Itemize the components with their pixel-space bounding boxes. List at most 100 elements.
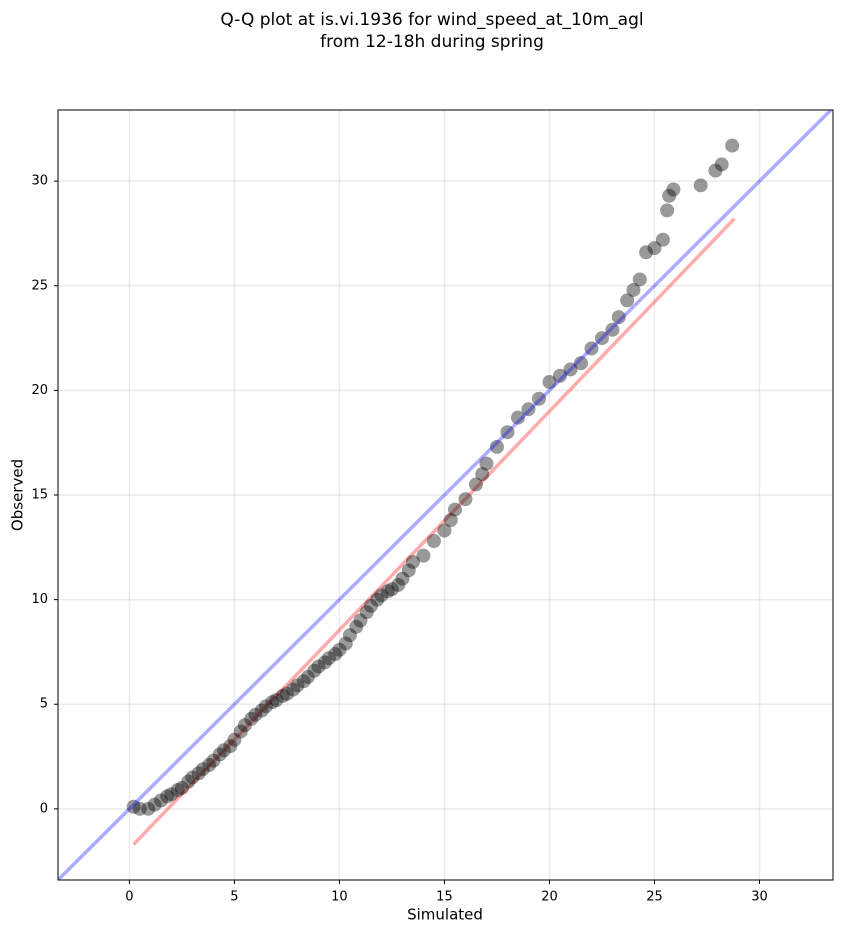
x-tick-label: 10: [331, 890, 348, 905]
point: [212, 747, 227, 762]
point: [626, 282, 641, 297]
point: [227, 732, 242, 747]
x-tick-label: 30: [751, 890, 768, 905]
point: [332, 642, 347, 657]
point: [542, 375, 557, 390]
point: [437, 523, 452, 538]
point: [479, 456, 494, 471]
y-tick-label: 15: [31, 488, 48, 503]
point: [693, 178, 708, 193]
y-axis-label: Observed: [9, 459, 27, 531]
x-tick-label: 20: [541, 890, 558, 905]
point: [311, 659, 326, 674]
point: [216, 743, 231, 758]
point: [290, 678, 305, 693]
y-tick-label: 10: [31, 592, 48, 607]
point: [349, 619, 364, 634]
point: [489, 439, 504, 454]
y-tick-label: 5: [40, 697, 48, 712]
point: [552, 368, 567, 383]
point: [380, 584, 395, 599]
point: [342, 628, 357, 643]
point: [359, 605, 374, 620]
point: [132, 801, 147, 816]
point: [300, 670, 315, 685]
point: [447, 502, 462, 517]
point: [605, 322, 620, 337]
point: [338, 636, 353, 651]
point: [141, 801, 156, 816]
point: [401, 563, 416, 578]
point: [265, 695, 280, 710]
point: [416, 548, 431, 563]
point: [195, 762, 210, 777]
point: [426, 534, 441, 549]
reference-line: [132, 217, 736, 846]
point: [160, 789, 175, 804]
point: [147, 797, 162, 812]
point: [666, 182, 681, 197]
point: [468, 477, 483, 492]
x-tick-label: 15: [436, 890, 453, 905]
point: [237, 718, 252, 733]
point: [594, 331, 609, 346]
point: [391, 577, 406, 592]
point: [725, 138, 740, 153]
point: [655, 232, 670, 247]
reference-line: [58, 110, 833, 880]
point: [174, 780, 189, 795]
y-tick-label: 30: [31, 174, 48, 189]
point: [286, 682, 301, 697]
point: [244, 711, 259, 726]
chart-title: Q-Q plot at is.vi.1936 for wind_speed_at…: [220, 10, 643, 30]
point: [321, 651, 336, 666]
point: [328, 647, 343, 662]
y-tick-label: 25: [31, 278, 48, 293]
point: [639, 245, 654, 260]
point: [279, 686, 294, 701]
point: [296, 674, 311, 689]
point: [370, 592, 385, 607]
point: [395, 571, 410, 586]
point: [363, 598, 378, 613]
point: [307, 663, 322, 678]
point: [258, 699, 273, 714]
point: [248, 707, 263, 722]
x-tick-label: 25: [646, 890, 663, 905]
point: [206, 753, 221, 768]
point: [475, 467, 490, 482]
y-tick-label: 20: [31, 383, 48, 398]
x-tick-label: 0: [125, 890, 133, 905]
point: [170, 783, 185, 798]
point: [181, 774, 196, 789]
x-tick-label: 5: [230, 890, 238, 905]
point: [510, 410, 525, 425]
point: [660, 203, 675, 218]
plot-area: [58, 110, 833, 880]
point: [647, 241, 662, 256]
chart-subtitle: from 12-18h during spring: [320, 32, 544, 52]
point: [500, 425, 515, 440]
point: [714, 157, 729, 172]
point: [191, 766, 206, 781]
point: [233, 724, 248, 739]
point: [458, 492, 473, 507]
point: [185, 770, 200, 785]
point: [269, 693, 284, 708]
point: [374, 588, 389, 603]
point: [275, 688, 290, 703]
point: [620, 293, 635, 308]
point: [708, 163, 723, 178]
point: [632, 272, 647, 287]
point: [443, 513, 458, 528]
point: [353, 613, 368, 628]
point: [153, 793, 168, 808]
point: [317, 655, 332, 670]
point: [126, 799, 141, 814]
point: [405, 554, 420, 569]
point: [223, 739, 238, 754]
point: [202, 757, 217, 772]
x-axis-label: Simulated: [407, 906, 483, 924]
point: [384, 582, 399, 597]
